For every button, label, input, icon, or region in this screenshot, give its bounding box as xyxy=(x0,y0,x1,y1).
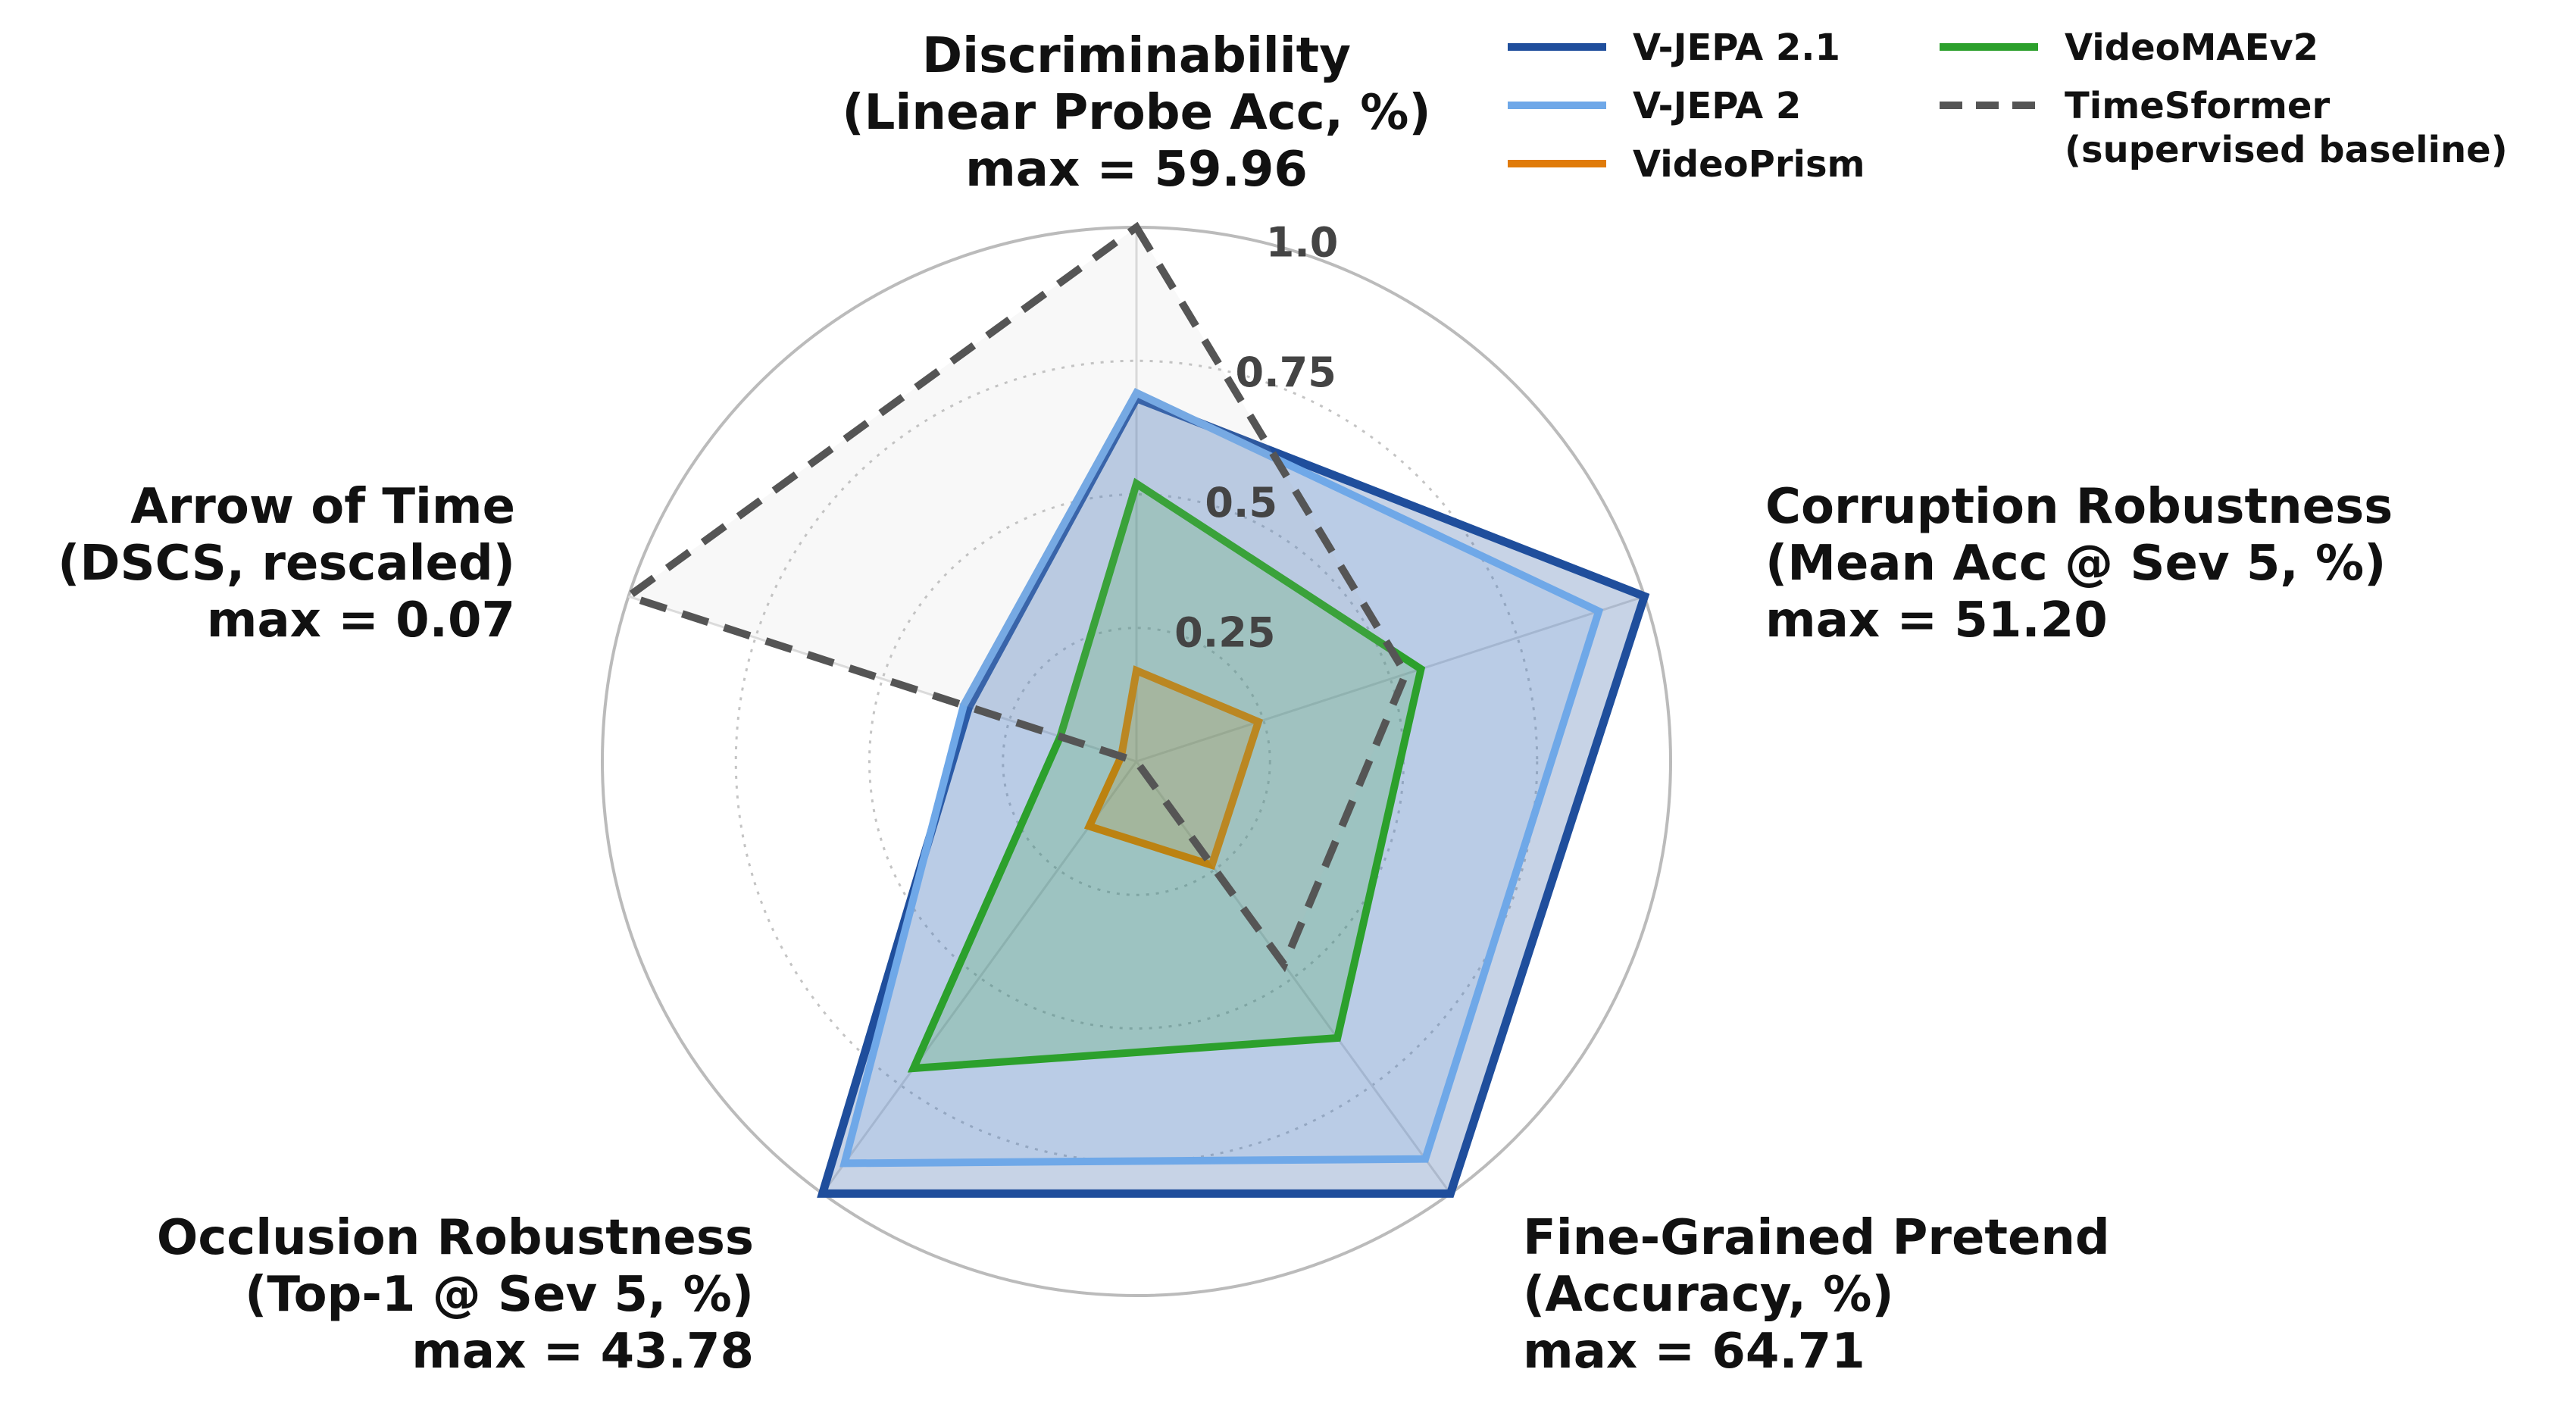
legend-label-1-1: V-JEPA 2.1 xyxy=(1633,27,1840,69)
legend-label-2-2: TimeSformer (supervised baseline) xyxy=(2065,85,2508,171)
spoke-4 xyxy=(821,761,1138,1195)
axis-label-3-line-3: max = 64.71 xyxy=(1523,1324,1865,1380)
legend-label-line-1: V-JEPA 2 xyxy=(1633,85,1801,127)
r-tick-label-4: 1.0 xyxy=(1266,219,1339,267)
axis-label-2-line-2: (Mean Acc @ Sev 5, %) xyxy=(1765,536,2386,592)
axis-label-4-line-2: (Top-1 @ Sev 5, %) xyxy=(245,1267,754,1323)
axis-labels: Discriminability (Linear Probe Acc, %) max… xyxy=(58,28,2393,1380)
axis-label-1-line-3: max = 59.96 xyxy=(965,142,1308,198)
legend-label-line-2: (supervised baseline) xyxy=(2065,129,2508,171)
legend-label-2-1: VideoMAEv2 xyxy=(2065,27,2318,69)
axis-label-3-line-1: Fine-Grained Pretend xyxy=(1523,1210,2110,1266)
axis-label-1-line-1: Discriminability xyxy=(922,28,1351,84)
axis-label-5-line-3: max = 0.07 xyxy=(207,592,515,649)
legend-label-line-1: TimeSformer xyxy=(2065,85,2330,127)
r-tick-label-2: 0.5 xyxy=(1205,479,1277,527)
axis-label-2: Corruption Robustness (Mean Acc @ Sev 5, … xyxy=(1765,479,2393,649)
axis-label-5: Arrow of Time (DSCS, rescaled) max = 0.07 xyxy=(58,479,515,649)
axis-label-4-line-1: Occlusion Robustness xyxy=(157,1210,754,1266)
legend-label-1-3: VideoPrism xyxy=(1633,143,1865,186)
axis-label-5-line-1: Arrow of Time xyxy=(130,479,515,535)
axis-label-4-line-3: max = 43.78 xyxy=(411,1324,754,1380)
series-2-polygon xyxy=(839,387,1604,1168)
axis-label-2-line-3: max = 51.20 xyxy=(1765,592,2108,649)
legend-label-line-1: VideoPrism xyxy=(1633,143,1865,186)
series-4-polygon xyxy=(907,477,1426,1073)
spoke-2 xyxy=(1136,595,1645,763)
spoke-3 xyxy=(1135,761,1452,1195)
r-tick-label-3: 0.75 xyxy=(1236,349,1336,396)
grid-ring-3 xyxy=(734,359,1539,1164)
series-5-polygon xyxy=(620,221,1410,973)
axis-label-2-line-1: Corruption Robustness xyxy=(1765,479,2393,535)
legend-label-1-2: V-JEPA 2 xyxy=(1633,85,1801,127)
legend-label-line-1: V-JEPA 2.1 xyxy=(1633,27,1840,69)
radial-tick-labels: 0.25 0.5 0.75 1.0 xyxy=(1174,219,1338,657)
radar-series xyxy=(620,221,1650,1198)
axis-label-4: Occlusion Robustness (Top-1 @ Sev 5, %) ma… xyxy=(157,1210,754,1380)
axis-label-3-line-2: (Accuracy, %) xyxy=(1523,1267,1894,1323)
r-tick-label-1: 0.25 xyxy=(1174,608,1275,656)
spoke-5 xyxy=(628,595,1137,763)
axis-label-5-line-2: (DSCS, rescaled) xyxy=(58,536,515,592)
grid-ring-1 xyxy=(1002,627,1271,896)
legend: V-JEPA 2.1 V-JEPA 2 VideoPrism VideoMAEv2 Ti… xyxy=(1508,27,2508,186)
axis-label-3: Fine-Grained Pretend (Accuracy, %) max = 6… xyxy=(1523,1210,2110,1380)
axis-label-1: Discriminability (Linear Probe Acc, %) max… xyxy=(842,28,1430,198)
axis-label-1-line-2: (Linear Probe Acc, %) xyxy=(842,85,1430,141)
legend-label-line-1: VideoMAEv2 xyxy=(2065,27,2318,69)
series-3-polygon xyxy=(1083,665,1264,871)
